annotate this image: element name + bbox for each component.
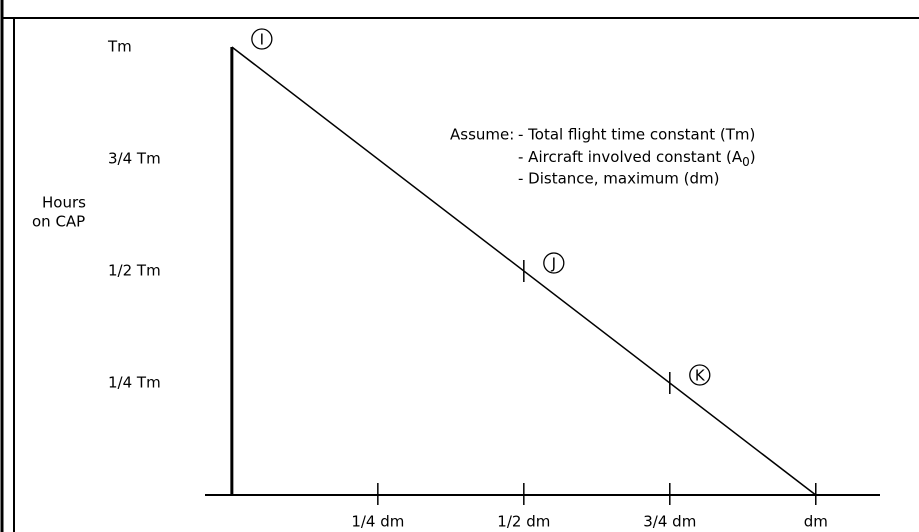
- point-label-circle: [251, 28, 273, 50]
- y-tick-label: Tm: [107, 38, 132, 56]
- annotation-line: - Total flight time constant (Tm): [518, 126, 755, 144]
- y-tick-label: 1/4 Tm: [108, 374, 161, 392]
- annotation-heading: Assume:: [450, 126, 514, 144]
- annotation-subscript: 0: [742, 155, 750, 169]
- y-axis-label: Hours: [42, 194, 86, 212]
- x-tick-label: 1/4 dm: [351, 513, 404, 531]
- x-tick-label: 1/2 dm: [497, 513, 550, 531]
- y-axis-label: on CAP: [32, 213, 85, 231]
- annotation-line: - Distance, maximum (dm): [518, 170, 720, 188]
- point-label-circle: [689, 364, 711, 386]
- x-tick-label: dm: [804, 513, 828, 531]
- annotation-text: - Aircraft involved constant (A: [518, 148, 743, 166]
- annotation-line: - Aircraft involved constant (A0): [518, 148, 756, 169]
- y-tick-label: 1/2 Tm: [108, 262, 161, 280]
- y-tick-label: 3/4 Tm: [108, 150, 161, 168]
- point-label-circle: [543, 252, 565, 274]
- x-tick-label: 3/4 dm: [643, 513, 696, 531]
- point-label: K: [695, 367, 706, 385]
- point-label: J: [551, 255, 556, 273]
- annotation-text: ): [750, 148, 756, 166]
- point-label: I: [260, 31, 264, 49]
